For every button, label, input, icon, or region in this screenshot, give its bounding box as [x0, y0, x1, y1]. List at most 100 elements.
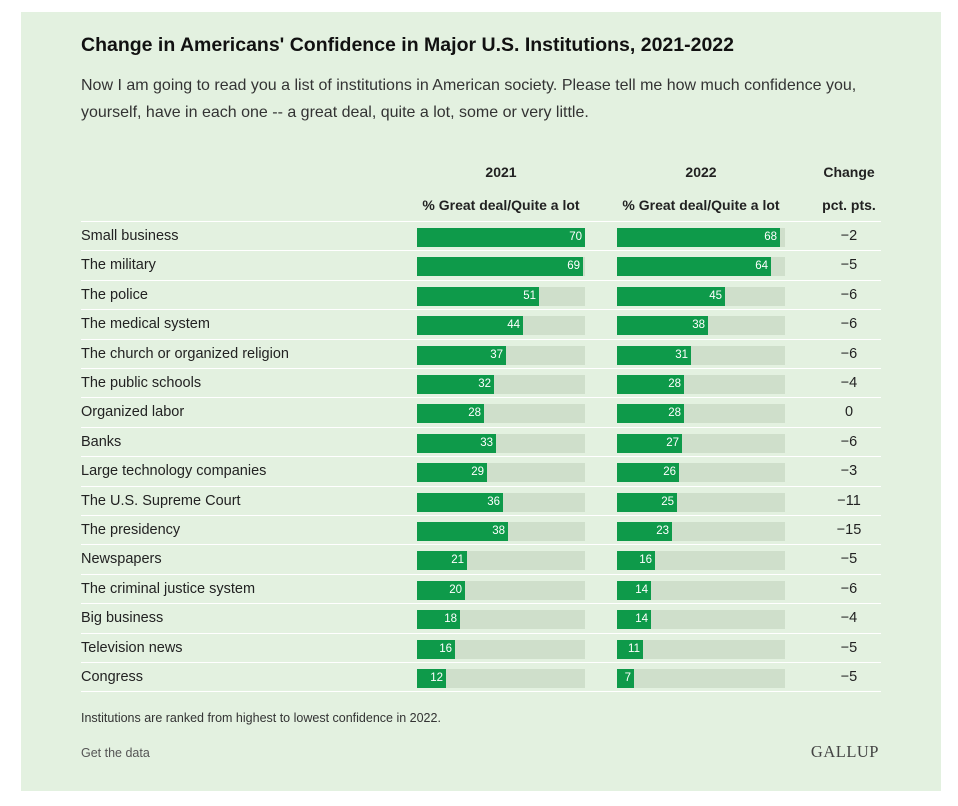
chart-title: Change in Americans' Confidence in Major… — [81, 34, 734, 56]
bar-value-label: 28 — [468, 407, 481, 420]
change-value: −3 — [840, 463, 858, 480]
bar-2021 — [417, 375, 494, 394]
bar-track-2022: 27 — [617, 433, 785, 453]
bar-track-2022: 28 — [617, 404, 785, 424]
column-subheader-2021: % Great deal/Quite a lot — [422, 197, 580, 213]
table-row: The police 51 45 −6 — [81, 281, 881, 311]
institution-label: The police — [81, 286, 148, 303]
change-value: −11 — [837, 492, 861, 509]
bar-value-label: 11 — [628, 642, 640, 655]
bar-value-label: 28 — [668, 407, 681, 420]
bar-value-label: 37 — [490, 348, 503, 361]
change-value: −6 — [840, 286, 858, 303]
row-divider — [81, 661, 881, 663]
bar-track-2022: 45 — [617, 286, 785, 306]
bar-value-label: 26 — [663, 466, 676, 479]
bar-2022 — [617, 257, 771, 277]
row-divider — [81, 426, 881, 428]
bar-value-label: 29 — [471, 466, 484, 479]
column-subheader-2022: % Great deal/Quite a lot — [622, 197, 780, 213]
row-divider — [81, 250, 881, 252]
change-value: −6 — [840, 433, 858, 450]
bar-2022 — [617, 463, 679, 483]
bar-value-label: 14 — [635, 583, 648, 596]
row-divider — [81, 544, 881, 546]
change-value: −5 — [840, 669, 858, 685]
bar-value-label: 38 — [492, 525, 505, 537]
bar-track-2022: 25 — [617, 492, 785, 512]
bar-2022 — [617, 286, 725, 306]
bar-2022 — [617, 610, 651, 630]
bar-track-2021: 28 — [417, 404, 585, 424]
bar-track-2021: 32 — [417, 375, 585, 394]
bar-value-label: 20 — [449, 583, 462, 596]
institution-label: The criminal justice system — [81, 580, 256, 597]
bar-track-2021: 70 — [417, 228, 585, 247]
bar-track-2022: 68 — [617, 228, 785, 247]
bar-value-label: 23 — [656, 525, 669, 537]
row-divider — [81, 514, 881, 516]
table-row: Newspapers 21 16 −5 — [81, 545, 881, 575]
bar-value-label: 38 — [692, 319, 705, 332]
bar-track-2021: 21 — [417, 551, 585, 571]
bar-value-label: 36 — [487, 495, 500, 508]
bar-2021 — [417, 551, 467, 571]
get-data-link[interactable]: Get the data — [81, 746, 150, 760]
bar-track-2022: 14 — [617, 610, 785, 630]
bar-track-2021: 51 — [417, 286, 585, 306]
table-row: Large technology companies 29 26 −3 — [81, 457, 881, 487]
bar-track-2021: 20 — [417, 580, 585, 600]
bar-track-2021: 44 — [417, 316, 585, 336]
bar-value-label: 51 — [523, 289, 536, 302]
bar-2022 — [617, 404, 684, 424]
bar-2022 — [617, 228, 780, 247]
change-value: 0 — [844, 404, 854, 421]
header-rule — [81, 221, 881, 222]
table-row: Small business 70 68 −2 — [81, 222, 881, 252]
bar-track-2021: 37 — [417, 345, 585, 365]
bar-track-2021: 16 — [417, 639, 585, 659]
bar-track-2021: 69 — [417, 257, 585, 277]
bar-2021 — [417, 404, 484, 424]
table-row: The military 69 64 −5 — [81, 251, 881, 281]
bar-track-2022: 16 — [617, 551, 785, 571]
bar-value-label: 21 — [451, 554, 464, 567]
bar-2022 — [617, 345, 691, 365]
bar-2022 — [617, 669, 634, 688]
column-header-change: Change — [823, 164, 875, 180]
bar-2021 — [417, 228, 585, 247]
column-header-2021: 2021 — [485, 164, 517, 180]
bar-2022 — [617, 522, 672, 541]
bar-track-2022: 64 — [617, 257, 785, 277]
institution-label: Television news — [81, 639, 183, 656]
bar-2022 — [617, 316, 708, 336]
row-divider — [81, 367, 881, 369]
bar-track-2022: 28 — [617, 375, 785, 394]
bar-value-label: 28 — [668, 378, 681, 390]
bar-value-label: 25 — [661, 495, 674, 508]
row-divider — [81, 691, 881, 693]
institution-label: Newspapers — [81, 551, 162, 568]
bar-2021 — [417, 345, 506, 365]
institution-label: The medical system — [81, 316, 210, 333]
change-value: −5 — [840, 639, 858, 656]
table-row: Television news 16 11 −5 — [81, 634, 881, 663]
change-value: −5 — [840, 551, 858, 568]
change-value: −15 — [836, 522, 862, 538]
bar-value-label: 33 — [480, 436, 493, 449]
bar-value-label: 16 — [639, 554, 652, 567]
bar-2021 — [417, 316, 523, 336]
bar-value-label: 14 — [635, 613, 648, 626]
bar-value-label: 45 — [709, 289, 722, 302]
bar-value-label: 18 — [444, 613, 457, 626]
row-divider — [81, 456, 881, 458]
row-divider — [81, 485, 881, 487]
change-value: −6 — [840, 345, 858, 362]
bar-2021 — [417, 610, 460, 630]
table-row: Banks 33 27 −6 — [81, 428, 881, 458]
bar-value-label: 70 — [569, 231, 582, 243]
table-row: The medical system 44 38 −6 — [81, 310, 881, 340]
bar-2022 — [617, 580, 651, 600]
change-value: −4 — [840, 610, 858, 627]
bar-2022 — [617, 551, 655, 571]
